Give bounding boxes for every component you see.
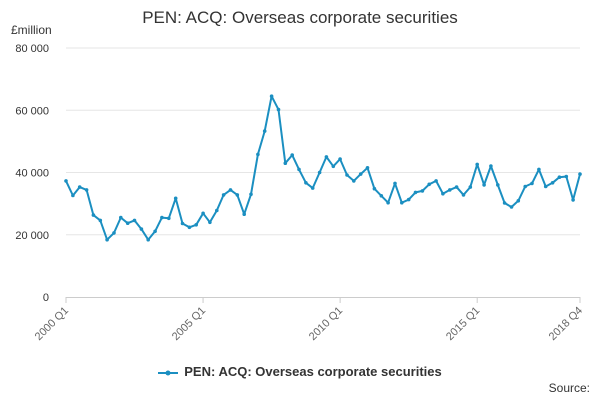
data-point[interactable] (372, 186, 377, 191)
data-point[interactable] (413, 190, 418, 195)
data-point[interactable] (146, 237, 150, 242)
data-point[interactable] (77, 185, 82, 189)
y-tick-label: 40 000 (15, 168, 49, 180)
data-point[interactable] (194, 223, 198, 227)
data-point[interactable] (509, 205, 514, 209)
legend-line-marker-icon (158, 370, 179, 376)
data-point[interactable] (564, 174, 569, 179)
data-point[interactable] (91, 213, 96, 217)
data-point[interactable] (571, 198, 575, 202)
data-point[interactable] (345, 173, 349, 177)
data-point[interactable] (482, 183, 486, 187)
data-point[interactable] (160, 215, 164, 220)
data-point[interactable] (523, 184, 527, 189)
data-point[interactable] (64, 179, 68, 183)
data-point[interactable] (468, 185, 473, 189)
data-point[interactable] (537, 167, 541, 172)
data-point[interactable] (215, 208, 219, 213)
data-point[interactable] (420, 189, 425, 193)
data-series (64, 94, 582, 242)
x-axis: 2000 Q1 2005 Q1 2010 Q1 2015 Q1 2018 Q4 (33, 297, 585, 343)
data-point[interactable] (434, 179, 438, 183)
data-point[interactable] (543, 184, 548, 189)
data-point[interactable] (290, 153, 295, 157)
data-point[interactable] (379, 194, 384, 198)
data-point[interactable] (338, 157, 342, 161)
y-axis-ticks: 0 20 000 40 000 60 000 80 000 (15, 43, 49, 304)
data-point[interactable] (502, 201, 507, 205)
data-point[interactable] (406, 197, 411, 202)
x-tick-label: 2015 Q1 (444, 305, 482, 343)
data-point[interactable] (262, 129, 267, 133)
data-point[interactable] (386, 200, 390, 205)
y-tick-label: 80 000 (15, 43, 49, 55)
data-point[interactable] (317, 170, 322, 175)
data-point[interactable] (365, 166, 370, 170)
data-point[interactable] (496, 183, 500, 187)
data-point[interactable] (153, 229, 157, 234)
data-point[interactable] (304, 181, 308, 185)
data-point[interactable] (461, 193, 466, 197)
data-point[interactable] (557, 175, 562, 179)
gridlines (66, 47, 580, 236)
data-point[interactable] (516, 199, 521, 203)
data-point[interactable] (269, 94, 274, 98)
series-line[interactable] (65, 95, 581, 241)
data-point[interactable] (454, 185, 459, 189)
y-axis-unit-label: £million (11, 23, 52, 37)
data-point[interactable] (105, 237, 109, 242)
data-point[interactable] (393, 181, 397, 186)
x-tick-label: 2005 Q1 (170, 305, 208, 343)
data-point[interactable] (242, 212, 246, 216)
data-point[interactable] (84, 188, 89, 192)
data-point[interactable] (358, 172, 363, 176)
data-point[interactable] (173, 196, 178, 201)
data-point[interactable] (187, 225, 192, 230)
data-point[interactable] (235, 193, 240, 197)
data-point[interactable] (221, 193, 226, 197)
data-point[interactable] (71, 193, 75, 198)
data-point[interactable] (119, 215, 123, 220)
data-point[interactable] (352, 179, 356, 183)
y-tick-label: 60 000 (15, 105, 49, 117)
chart-title: PEN: ACQ: Overseas corporate securities (142, 8, 458, 27)
data-point[interactable] (180, 221, 185, 226)
data-point[interactable] (125, 221, 130, 225)
data-point[interactable] (297, 167, 301, 172)
x-tick-label: 2010 Q1 (307, 305, 345, 343)
y-tick-label: 20 000 (15, 230, 49, 242)
source-label: Source: (548, 381, 590, 395)
data-point[interactable] (331, 164, 336, 169)
data-point[interactable] (132, 218, 137, 223)
data-point[interactable] (276, 107, 281, 112)
legend[interactable]: PEN: ACQ: Overseas corporate securities (0, 364, 600, 379)
data-point[interactable] (256, 152, 260, 157)
data-point[interactable] (228, 188, 233, 192)
data-point[interactable] (208, 220, 212, 225)
data-point[interactable] (489, 164, 493, 168)
data-point[interactable] (112, 231, 116, 235)
x-tick-label: 2018 Q4 (547, 305, 585, 343)
data-point[interactable] (400, 200, 404, 205)
data-point[interactable] (201, 211, 205, 216)
data-point[interactable] (249, 192, 253, 197)
data-point[interactable] (475, 162, 480, 167)
data-point[interactable] (530, 181, 534, 186)
data-point[interactable] (550, 181, 555, 185)
data-point[interactable] (441, 191, 445, 196)
data-point[interactable] (98, 218, 103, 223)
data-point[interactable] (139, 227, 144, 231)
data-point[interactable] (283, 161, 288, 165)
x-tick-label: 2000 Q1 (33, 305, 71, 343)
legend-label: PEN: ACQ: Overseas corporate securities (184, 364, 442, 379)
data-point[interactable] (324, 155, 329, 159)
data-point[interactable] (427, 182, 432, 187)
data-point[interactable] (578, 172, 582, 176)
data-point[interactable] (310, 186, 315, 190)
data-point[interactable] (448, 188, 452, 192)
y-tick-label: 0 (43, 292, 49, 304)
data-point[interactable] (167, 216, 171, 221)
